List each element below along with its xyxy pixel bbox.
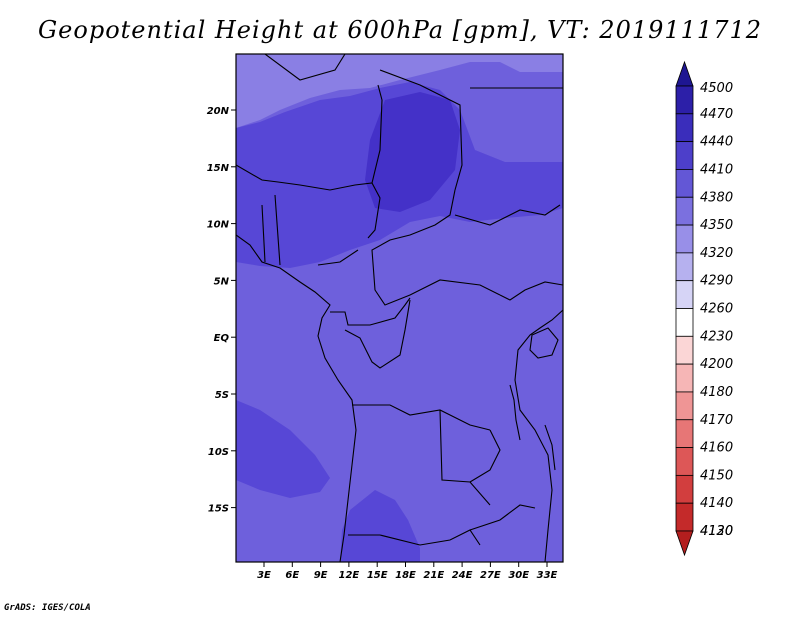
colorbar-label: 4470 — [700, 107, 733, 122]
latitude-axis: 20N 15N 10N 5N EQ 5S 10S 15S — [207, 106, 236, 515]
colorbar-box — [675, 419, 694, 448]
lon-tick-label: 27E — [480, 570, 501, 581]
colorbar-label: 4500 — [700, 81, 733, 96]
colorbar-label: 4170 — [700, 413, 733, 428]
coastline-east — [514, 309, 563, 562]
colorbar-label: 4350 — [700, 218, 733, 233]
lon-tick-label: 33E — [537, 570, 558, 581]
map-frame — [235, 53, 564, 563]
lat-tick-label: 5N — [214, 276, 230, 287]
longitude-axis: 3E 6E 9E 12E 15E 18E 21E 24E 27E 30E 33E — [257, 562, 558, 581]
lon-tick-label: 21E — [423, 570, 444, 581]
colorbar-box — [675, 391, 694, 421]
border-9 — [261, 194, 281, 266]
border-12 — [344, 299, 411, 369]
colorbar-box — [675, 335, 694, 365]
lat-tick-label: 15N — [207, 163, 230, 174]
border-17 — [469, 504, 536, 531]
colorbar-label: 4440 — [700, 135, 733, 150]
colorbar-label: 4290 — [700, 274, 733, 289]
border-10 — [317, 249, 359, 266]
height-field — [236, 54, 563, 562]
lon-tick-label: 24E — [452, 570, 473, 581]
colorbar-box — [675, 447, 694, 476]
colorbar-label: 4380 — [700, 190, 733, 205]
field-4350-north — [236, 54, 563, 128]
colorbar-label: 4130 — [700, 524, 733, 539]
colorbar-label: 4410 — [700, 162, 733, 177]
grads-credit: GrADS: IGES/COLA — [4, 603, 91, 613]
colorbar-label: 4140 — [700, 496, 733, 511]
colorbar-cap-bottom — [675, 530, 694, 557]
colorbar-box — [675, 196, 694, 226]
colorbar: 4500 4470 4440 4410 4380 4350 4320 4290 4260 4230… — [675, 60, 733, 557]
colorbar-box — [675, 141, 694, 170]
colorbar-label: 4160 — [700, 441, 733, 456]
colorbar-box — [675, 85, 694, 115]
colorbar-box — [675, 474, 694, 504]
lat-tick-label: 15S — [208, 504, 229, 515]
lat-tick-label: 5S — [215, 390, 229, 401]
coastline-west — [236, 234, 357, 562]
border-2 — [379, 69, 463, 191]
colorbar-box — [675, 502, 694, 532]
border-8 — [499, 281, 563, 301]
colorbar-label: 4200 — [700, 357, 733, 372]
colorbar-box — [675, 169, 694, 198]
border-13 — [352, 404, 491, 431]
field-4440-north — [365, 92, 460, 212]
lon-tick-label: 6E — [285, 570, 299, 581]
colorbar-label: 4320 — [700, 246, 733, 261]
border-6 — [371, 189, 501, 306]
colorbar-box — [675, 280, 694, 309]
colorbar-cap-top — [675, 60, 694, 87]
lat-tick-label: EQ — [214, 333, 230, 344]
lake-malawi — [544, 424, 556, 471]
country-borders — [236, 54, 563, 562]
lon-tick-label: 9E — [314, 570, 328, 581]
lake-victoria — [529, 327, 559, 359]
lon-tick-label: 18E — [395, 570, 416, 581]
colorbar-box — [675, 308, 694, 337]
lat-tick-label: 10S — [208, 447, 229, 458]
colorbar-box — [675, 252, 694, 282]
border-7 — [454, 204, 561, 226]
border-11 — [330, 297, 411, 326]
lon-tick-label: 30E — [508, 570, 529, 581]
border-3 — [236, 164, 381, 239]
colorbar-label: 4230 — [700, 329, 733, 344]
colorbar-label: 4120 — [700, 524, 733, 539]
lat-tick-label: 20N — [207, 106, 230, 117]
border-1 — [264, 54, 346, 81]
map-title: Geopotential Height at 600hPa [gpm], VT:… — [38, 16, 762, 44]
border-16 — [348, 529, 481, 546]
colorbar-label: 4180 — [700, 385, 733, 400]
lon-tick-label: 15E — [367, 570, 388, 581]
lake-tanganyika — [509, 384, 521, 441]
field-4410-southwest — [236, 400, 330, 498]
lon-tick-label: 3E — [257, 570, 271, 581]
colorbar-label: 4150 — [700, 468, 733, 483]
border-15 — [469, 429, 501, 483]
field-4410-south — [340, 490, 420, 562]
colorbar-label: 4260 — [700, 302, 733, 317]
lat-tick-label: 10N — [207, 220, 230, 231]
border-14 — [439, 409, 491, 506]
colorbar-box — [675, 363, 694, 393]
colorbar-box — [675, 113, 694, 143]
border-4 — [371, 84, 383, 184]
lon-tick-label: 12E — [339, 570, 360, 581]
colorbar-box — [675, 224, 694, 254]
